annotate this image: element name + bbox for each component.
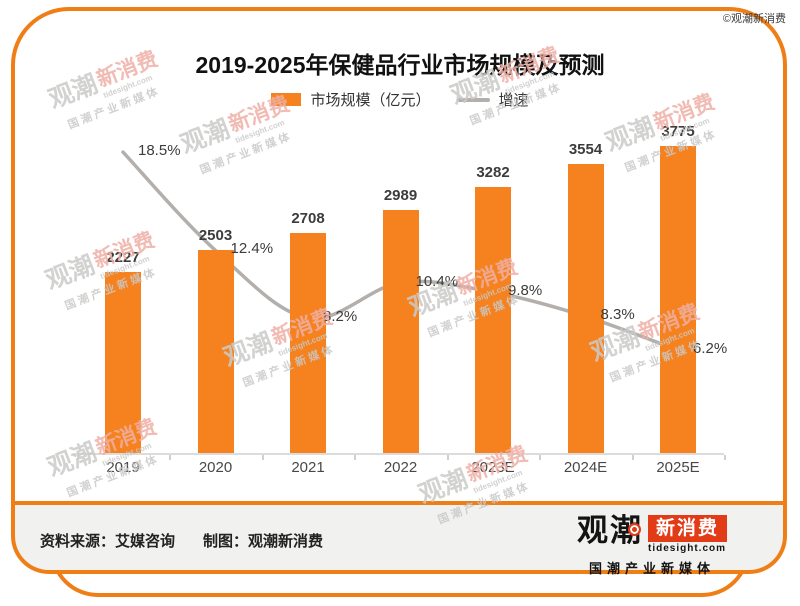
footer-bar bbox=[11, 505, 787, 574]
copyright-text: ©观潮新消费 bbox=[722, 13, 786, 25]
chart-card bbox=[11, 7, 787, 505]
